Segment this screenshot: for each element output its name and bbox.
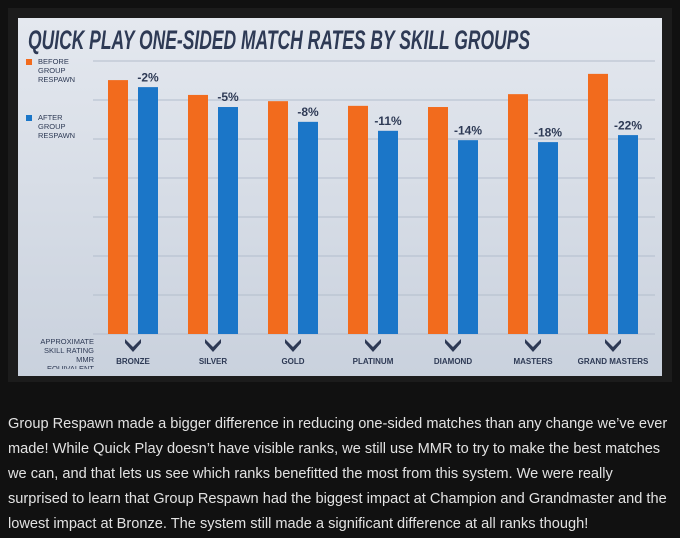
x-tick-label: MASTERS bbox=[513, 357, 553, 366]
x-tick-label: PLATINUM bbox=[353, 357, 394, 366]
rank-icon bbox=[445, 339, 461, 352]
change-label: -22% bbox=[614, 118, 642, 132]
bar bbox=[508, 94, 528, 335]
change-label: -2% bbox=[137, 70, 159, 84]
legend-swatch bbox=[26, 59, 32, 65]
bar bbox=[378, 130, 398, 334]
rank-icon bbox=[605, 339, 621, 352]
chart-title: QUICK PLAY ONE-SIDED MATCH RATES BY SKIL… bbox=[28, 25, 530, 55]
bar bbox=[618, 135, 638, 334]
bar bbox=[538, 142, 558, 334]
legend-item: BEFORE GROUP RESPAWN bbox=[38, 57, 76, 84]
bar bbox=[348, 105, 368, 334]
rank-icon bbox=[365, 339, 381, 352]
chart: QUICK PLAY ONE-SIDED MATCH RATES BY SKIL… bbox=[8, 8, 672, 382]
legend-item: AFTER GROUP RESPAWN bbox=[38, 113, 76, 140]
bar bbox=[188, 94, 208, 335]
x-tick-label: SILVER bbox=[199, 357, 228, 366]
x-tick-label: GRAND MASTERS bbox=[578, 357, 649, 366]
rank-icon bbox=[125, 339, 141, 352]
bar bbox=[138, 87, 158, 334]
rank-icon bbox=[285, 339, 301, 352]
axis-note-text: APPROXIMATE SKILL RATING MMR EQUIVALENT bbox=[40, 337, 94, 369]
bar bbox=[108, 80, 128, 334]
bar bbox=[458, 140, 478, 334]
change-label: -11% bbox=[374, 114, 402, 128]
change-label: -5% bbox=[217, 90, 239, 104]
bar bbox=[588, 73, 608, 335]
x-tick-label: DIAMOND bbox=[434, 357, 472, 366]
rank-icon bbox=[525, 339, 541, 352]
legend-label: AFTER GROUP RESPAWN bbox=[38, 113, 76, 140]
bar bbox=[298, 121, 318, 334]
axis-note: APPROXIMATE SKILL RATING MMR EQUIVALENT bbox=[40, 337, 94, 369]
change-label: -18% bbox=[534, 125, 562, 139]
x-tick-label: GOLD bbox=[281, 357, 304, 366]
rank-icon bbox=[205, 339, 221, 352]
bar bbox=[218, 107, 238, 335]
bar bbox=[428, 107, 448, 335]
x-tick-label: BRONZE bbox=[116, 357, 150, 366]
legend-label: BEFORE GROUP RESPAWN bbox=[38, 57, 76, 84]
change-label: -14% bbox=[454, 123, 482, 137]
change-label: -8% bbox=[297, 105, 319, 119]
body-text: Group Respawn made a bigger difference i… bbox=[8, 416, 668, 532]
legend-swatch bbox=[26, 115, 32, 121]
bar bbox=[268, 101, 288, 334]
